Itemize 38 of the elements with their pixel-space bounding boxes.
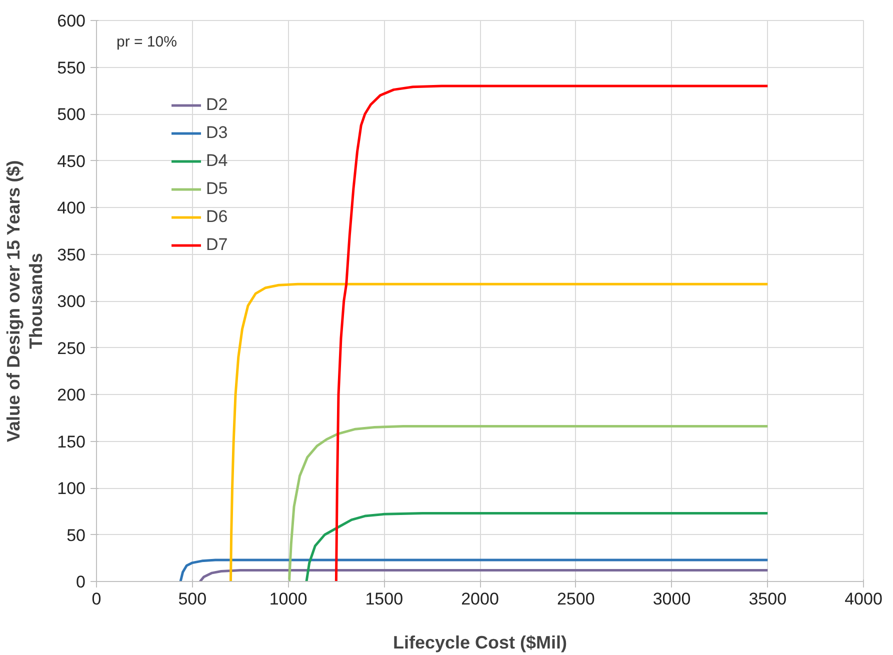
legend-label: D4 bbox=[206, 151, 228, 171]
line-series bbox=[229, 282, 769, 582]
legend-label: D6 bbox=[206, 207, 228, 227]
y-tick-label: 350 bbox=[57, 245, 86, 264]
x-tick-label: 2000 bbox=[461, 590, 499, 608]
y-tick-label: 50 bbox=[66, 526, 86, 545]
y-tick-label: 400 bbox=[57, 198, 86, 218]
y-tick-label: 100 bbox=[57, 479, 86, 498]
x-tick-label: 2500 bbox=[556, 590, 595, 608]
x-tick-label: 1000 bbox=[269, 590, 308, 608]
y-tick-label: 500 bbox=[57, 105, 86, 124]
legend-label: D7 bbox=[206, 235, 228, 255]
x-tick-label: 0 bbox=[92, 590, 102, 608]
legend-label: D3 bbox=[206, 123, 228, 143]
y-tick-label: 550 bbox=[57, 58, 86, 78]
legend-label: D5 bbox=[206, 179, 228, 199]
x-axis-title: Lifecycle Cost ($Mil) bbox=[392, 632, 568, 652]
line-series bbox=[198, 569, 769, 582]
y-axis-title: Value of Design over 15 Years ($) bbox=[4, 160, 24, 442]
legend-label: D2 bbox=[206, 95, 228, 115]
x-tick-label: 3000 bbox=[652, 590, 691, 608]
y-tick-label: 600 bbox=[57, 12, 86, 30]
line-series bbox=[334, 84, 769, 582]
y-tick-label: 250 bbox=[57, 338, 86, 358]
y-tick-label: 0 bbox=[76, 572, 86, 592]
y-tick-label: 450 bbox=[57, 152, 86, 171]
line-series bbox=[288, 425, 769, 582]
x-tick-label: 1500 bbox=[365, 590, 404, 608]
line-series bbox=[179, 558, 769, 582]
annotation: pr = 10% bbox=[116, 34, 177, 50]
y-tick-label: 150 bbox=[57, 432, 86, 452]
text: Thousands bbox=[26, 252, 46, 349]
line-series bbox=[305, 512, 769, 582]
x-tick-label: 4000 bbox=[844, 590, 882, 608]
y-tick-label: 300 bbox=[57, 292, 86, 311]
x-tick-label: 3500 bbox=[748, 590, 787, 608]
y-tick-label: 200 bbox=[57, 386, 86, 404]
x-tick-label: 500 bbox=[178, 590, 207, 608]
